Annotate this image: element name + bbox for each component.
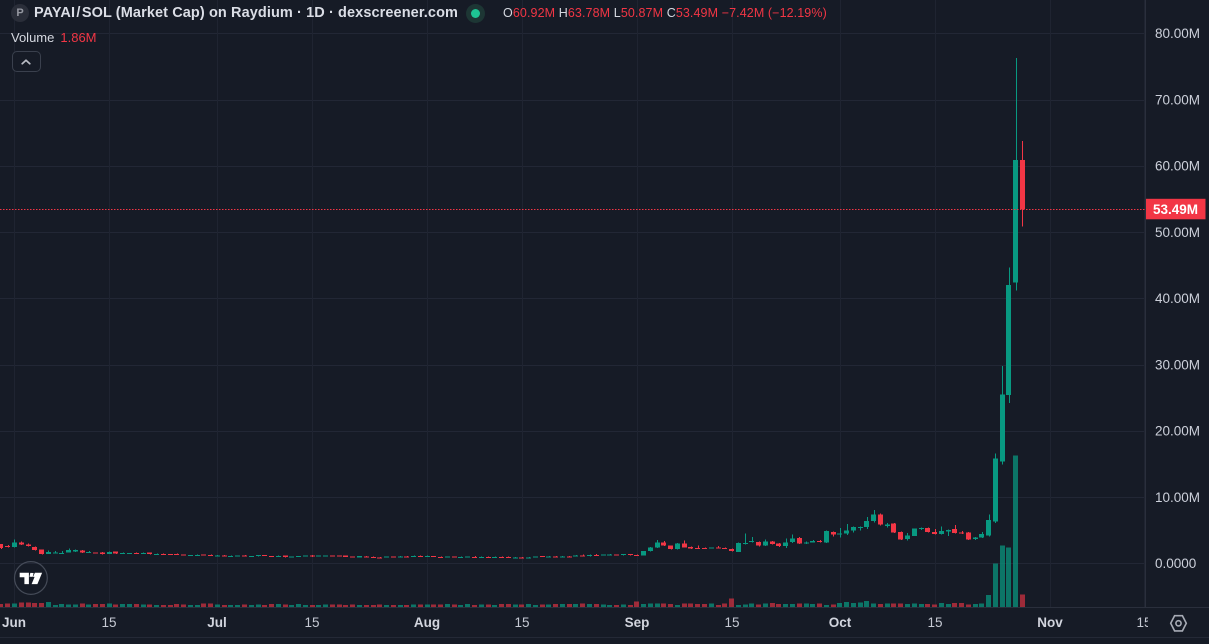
svg-text:53.49M: 53.49M — [1153, 202, 1198, 217]
svg-text:40.00M: 40.00M — [1155, 291, 1200, 306]
svg-text:10.00M: 10.00M — [1155, 490, 1200, 505]
svg-text:Nov: Nov — [1037, 615, 1063, 630]
svg-text:Jun: Jun — [2, 615, 26, 630]
svg-text:15: 15 — [101, 615, 116, 630]
svg-text:70.00M: 70.00M — [1155, 92, 1200, 107]
svg-text:20.00M: 20.00M — [1155, 424, 1200, 439]
svg-text:Oct: Oct — [829, 615, 852, 630]
svg-text:Aug: Aug — [414, 615, 440, 630]
svg-text:15: 15 — [724, 615, 739, 630]
svg-text:15: 15 — [927, 615, 942, 630]
svg-text:15: 15 — [304, 615, 319, 630]
svg-text:50.00M: 50.00M — [1155, 225, 1200, 240]
svg-text:30.00M: 30.00M — [1155, 357, 1200, 372]
svg-text:Sep: Sep — [625, 615, 650, 630]
svg-text:Jul: Jul — [207, 615, 227, 630]
svg-text:80.00M: 80.00M — [1155, 26, 1200, 41]
svg-text:15: 15 — [514, 615, 529, 630]
svg-text:0.0000: 0.0000 — [1155, 556, 1196, 571]
svg-text:60.00M: 60.00M — [1155, 159, 1200, 174]
svg-text:15: 15 — [1136, 615, 1151, 630]
